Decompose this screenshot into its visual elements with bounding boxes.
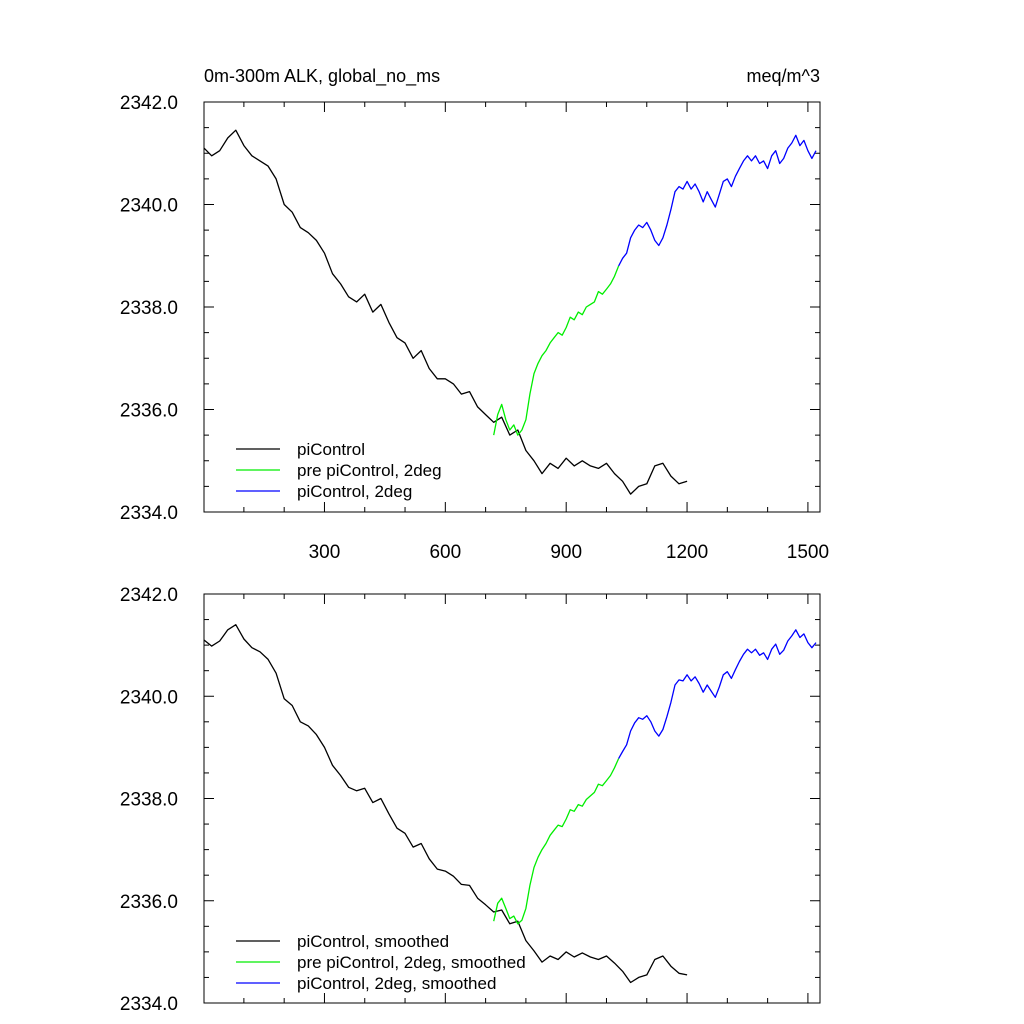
y-tick-label: 2342.0 <box>120 585 178 606</box>
x-tick-label: 300 <box>309 542 341 563</box>
units-label: meq/m^3 <box>747 66 820 86</box>
legend-label-1: pre piControl, 2deg, smoothed <box>297 953 526 972</box>
x-tick-label: 1500 <box>787 542 829 563</box>
series-line-2 <box>618 134 817 267</box>
y-tick-label: 2338.0 <box>120 790 178 811</box>
legend-label-0: piControl, smoothed <box>297 932 449 951</box>
series-line-0 <box>203 624 688 984</box>
x-tick-label: 900 <box>550 542 582 563</box>
x-tick-label: 1200 <box>666 542 708 563</box>
series-line-1 <box>493 265 620 436</box>
legend-label-1: pre piControl, 2deg <box>297 461 442 480</box>
series-line-2 <box>618 629 817 759</box>
top-panel: 2334.0 2336.0 2338.0 2340.0 2342.0 300 600 900 1… <box>120 93 829 563</box>
bottom-panel: 2334.0 2336.0 2338.0 2340.0 2342.0 piControl,… <box>120 585 821 1015</box>
series-line-0 <box>203 129 688 495</box>
legend-label-0: piControl <box>297 440 365 459</box>
y-tick-label: 2338.0 <box>120 298 178 319</box>
chart-title: 0m-300m ALK, global_no_ms <box>204 66 440 87</box>
y-tick-label: 2334.0 <box>120 994 178 1015</box>
series-line-1 <box>493 758 620 925</box>
y-tick-label: 2340.0 <box>120 687 178 708</box>
y-tick-label: 2336.0 <box>120 401 178 422</box>
legend-label-2: piControl, 2deg <box>297 482 412 501</box>
legend-label-2: piControl, 2deg, smoothed <box>297 974 496 993</box>
x-tick-label: 600 <box>429 542 461 563</box>
y-tick-label: 2334.0 <box>120 503 178 524</box>
y-tick-label: 2342.0 <box>120 93 178 114</box>
y-tick-label: 2340.0 <box>120 196 178 217</box>
y-tick-label: 2336.0 <box>120 892 178 913</box>
